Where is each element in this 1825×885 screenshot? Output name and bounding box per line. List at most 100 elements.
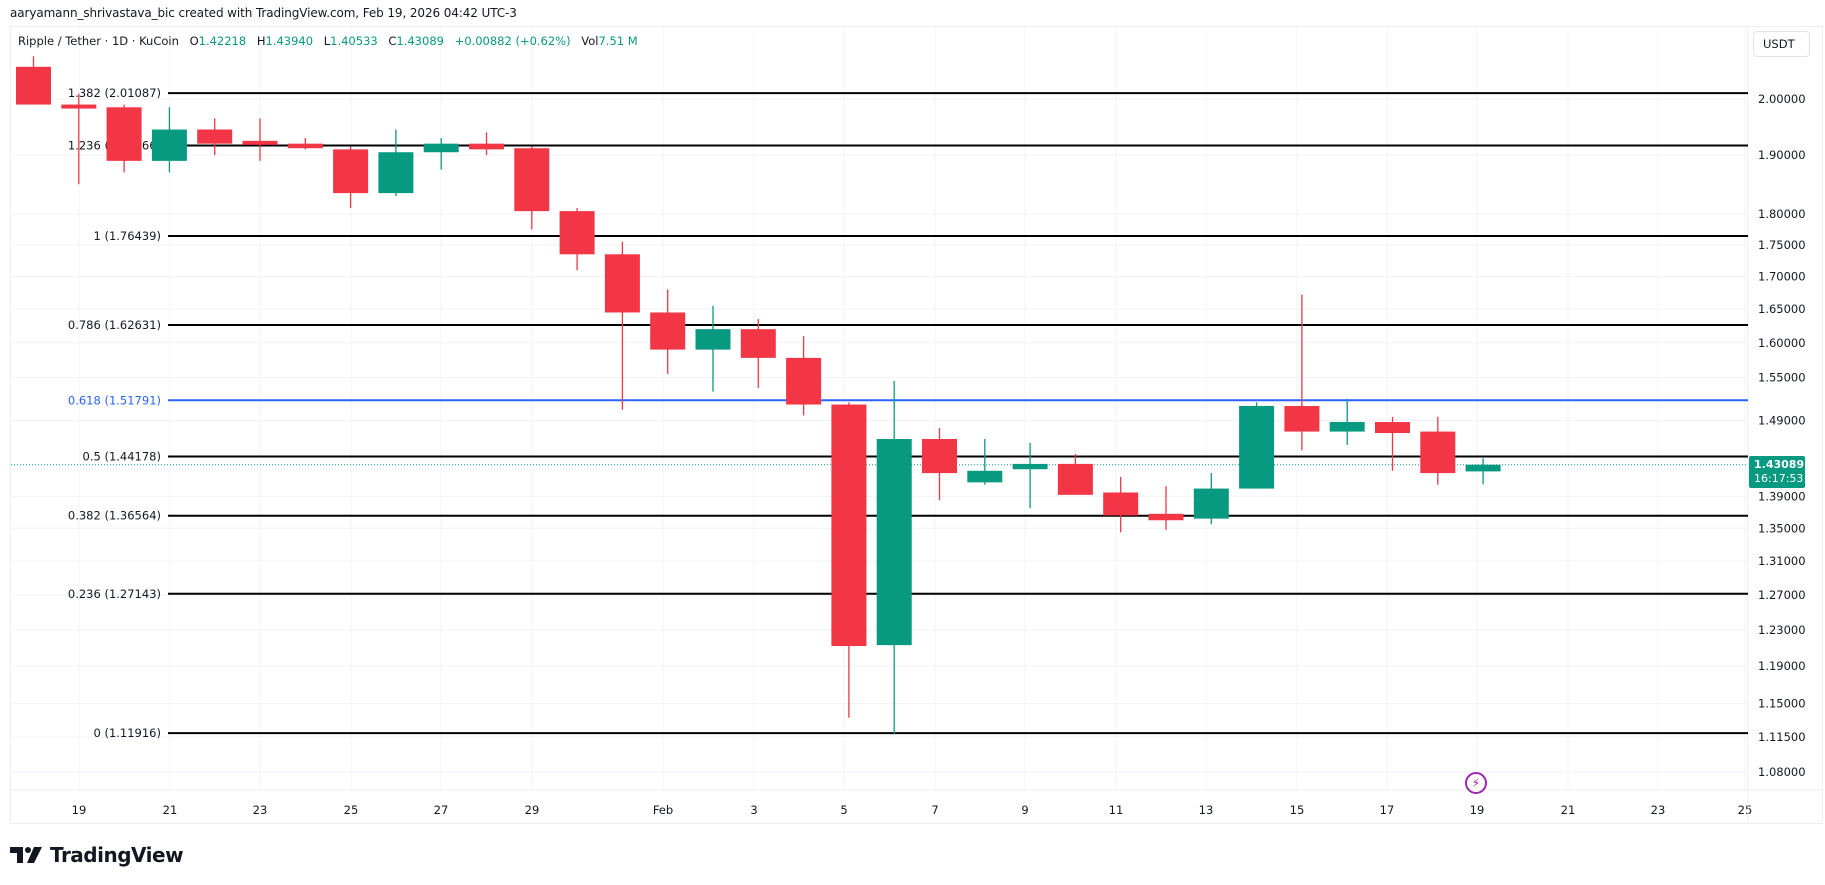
- bullish-candle[interactable]: [1239, 405, 1275, 489]
- bearish-candle[interactable]: [1057, 463, 1093, 495]
- bullish-candle[interactable]: [1465, 464, 1501, 472]
- tradingview-logo[interactable]: TradingView: [10, 843, 184, 867]
- y-axis-tick: 1.90000: [1758, 148, 1806, 162]
- bullish-candle[interactable]: [876, 439, 912, 646]
- y-axis-tick: 1.65000: [1758, 302, 1806, 316]
- bearish-candle[interactable]: [1420, 431, 1456, 474]
- x-axis-tick: 3: [750, 803, 757, 817]
- lightning-event-icon[interactable]: ⚡: [1465, 772, 1487, 794]
- high-value: 1.43940: [265, 34, 314, 48]
- x-axis-tick: 17: [1380, 803, 1395, 817]
- logo-text: TradingView: [50, 843, 184, 867]
- bearish-candle[interactable]: [61, 104, 97, 109]
- y-axis-tick: 1.39000: [1758, 489, 1806, 503]
- vol-label: Vol: [581, 34, 599, 48]
- bearish-candle[interactable]: [786, 357, 822, 405]
- chart-credit: aaryamann_shrivastava_bic created with T…: [10, 6, 517, 20]
- fib-level-label: 1.382 (2.01087): [68, 86, 161, 100]
- last-price: 1.43089: [1754, 458, 1805, 471]
- low-value: 1.40533: [330, 34, 378, 48]
- x-axis-tick: 25: [344, 803, 359, 817]
- bearish-candle[interactable]: [650, 312, 686, 350]
- bullish-candle[interactable]: [1193, 488, 1229, 519]
- low-label: L: [323, 34, 331, 48]
- y-axis-tick: 2.00000: [1758, 92, 1806, 106]
- y-axis-tick: 1.55000: [1758, 370, 1806, 384]
- y-axis-tick: 1.19000: [1758, 659, 1806, 673]
- bearish-candle[interactable]: [831, 404, 867, 647]
- bullish-candle[interactable]: [378, 152, 414, 194]
- y-axis-tick: 1.75000: [1758, 238, 1806, 252]
- y-axis-tick: 1.11500: [1758, 730, 1806, 744]
- y-axis-tick: 1.35000: [1758, 521, 1806, 535]
- bearish-candle[interactable]: [197, 129, 233, 144]
- x-axis-tick: 19: [1470, 803, 1485, 817]
- y-axis-tick: 1.80000: [1758, 207, 1806, 221]
- bearish-candle[interactable]: [1148, 513, 1184, 521]
- fib-level-label: 0.618 (1.51791): [68, 393, 161, 407]
- y-axis-tick: 1.27000: [1758, 588, 1806, 602]
- fib-level-label: 0.5 (1.44178): [83, 449, 161, 463]
- fib-level-label: 0.382 (1.36564): [68, 509, 161, 523]
- bearish-candle[interactable]: [242, 140, 278, 145]
- bearish-candle[interactable]: [514, 148, 550, 212]
- tradingview-mark-icon: [10, 847, 42, 863]
- bearish-candle[interactable]: [469, 143, 504, 150]
- x-axis-tick: 29: [525, 803, 540, 817]
- symbol-title[interactable]: Ripple / Tether · 1D · KuCoin: [18, 34, 179, 48]
- last-price-tag: 1.43089 16:17:53: [1749, 456, 1805, 488]
- bearish-candle[interactable]: [333, 149, 369, 194]
- y-axis-tick: 1.70000: [1758, 270, 1806, 284]
- bearish-candle[interactable]: [1375, 422, 1410, 434]
- bearish-candle[interactable]: [604, 254, 640, 313]
- x-axis-tick: 23: [253, 803, 268, 817]
- x-axis-tick: 15: [1290, 803, 1305, 817]
- x-axis-tick: Feb: [653, 803, 673, 817]
- currency-button[interactable]: USDT: [1753, 31, 1810, 57]
- x-axis-tick: 27: [434, 803, 449, 817]
- x-axis-tick: 23: [1651, 803, 1666, 817]
- fib-level-label: 0.786 (1.62631): [68, 318, 161, 332]
- fib-level-label: 0.236 (1.27143): [68, 587, 161, 601]
- y-axis-tick: 1.08000: [1758, 765, 1806, 779]
- open-label: O: [189, 34, 199, 48]
- chart-panel: [10, 26, 1823, 824]
- x-axis-tick: 19: [72, 803, 87, 817]
- x-axis-tick: 7: [931, 803, 938, 817]
- bearish-candle[interactable]: [740, 329, 776, 358]
- bullish-candle[interactable]: [967, 470, 1003, 483]
- bullish-candle[interactable]: [695, 329, 731, 350]
- x-axis-tick: 5: [840, 803, 847, 817]
- symbol-legend: Ripple / Tether · 1D · KuCoin O1.42218 H…: [18, 34, 638, 48]
- high-label: H: [256, 34, 266, 48]
- y-axis-tick: 1.15000: [1758, 696, 1806, 710]
- close-value: 1.43089: [396, 34, 444, 48]
- y-axis-tick: 1.31000: [1758, 554, 1806, 568]
- vol-value: 7.51 M: [598, 34, 638, 48]
- x-axis-tick: 11: [1109, 803, 1124, 817]
- bearish-candle[interactable]: [1284, 405, 1320, 432]
- x-axis-tick: 25: [1738, 803, 1753, 817]
- bullish-candle[interactable]: [1012, 463, 1048, 470]
- close-label: C: [388, 34, 397, 48]
- fib-level-label: 0 (1.11916): [93, 726, 161, 740]
- bearish-candle[interactable]: [559, 211, 595, 255]
- bearish-candle[interactable]: [1103, 492, 1139, 516]
- bearish-candle[interactable]: [106, 107, 142, 161]
- bar-countdown: 16:17:53: [1754, 472, 1804, 485]
- x-axis-tick: 21: [1561, 803, 1576, 817]
- change-value: +0.00882 (+0.62%): [454, 34, 571, 48]
- bearish-candle[interactable]: [922, 439, 957, 474]
- y-axis-tick: 1.49000: [1758, 414, 1806, 428]
- x-axis-tick: 21: [163, 803, 178, 817]
- bullish-candle[interactable]: [151, 129, 187, 161]
- x-axis-tick: 13: [1199, 803, 1214, 817]
- bearish-candle[interactable]: [287, 143, 323, 149]
- bearish-candle[interactable]: [16, 66, 51, 105]
- bullish-candle[interactable]: [423, 143, 459, 153]
- open-value: 1.42218: [198, 34, 247, 48]
- bullish-candle[interactable]: [1329, 422, 1365, 432]
- x-axis-tick: 9: [1021, 803, 1028, 817]
- y-axis-tick: 1.23000: [1758, 623, 1806, 637]
